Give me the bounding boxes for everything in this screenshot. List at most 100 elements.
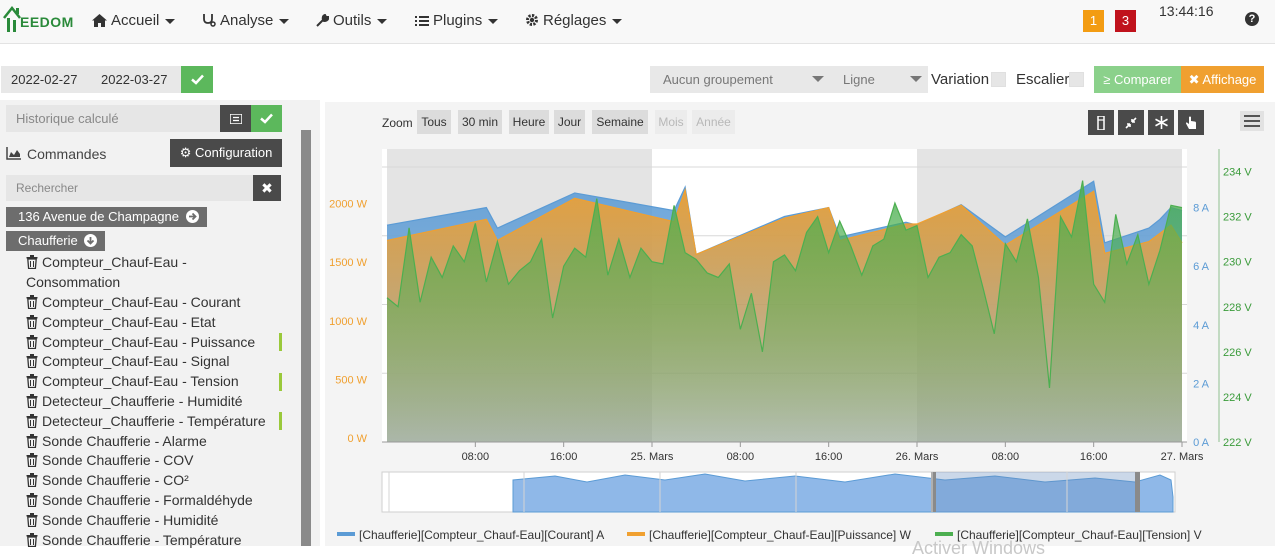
command-item[interactable]: Sonde Chaufferie - Formaldéhyde [26,490,253,510]
y-right-a-tick-label: 2 A [1193,378,1210,390]
x-tick-label: 16:00 [815,451,843,463]
commands-title-text: Commandes [27,146,107,162]
command-item[interactable]: Compteur_Chauf-Eau - Tension [26,371,239,391]
command-label: Compteur_Chauf-Eau - [42,254,187,270]
trash-icon [26,394,38,409]
command-active-marker [279,333,282,351]
nav-accueil[interactable]: Accueil [92,12,176,29]
legend-tension[interactable]: [Chaufferie][Compteur_Chauf-Eau][Tension… [935,528,1202,542]
affichage-button[interactable]: ✖ Affichage [1181,66,1264,93]
x-tick-label: 08:00 [992,451,1020,463]
snowflake-button[interactable] [1148,110,1174,135]
variation-checkbox[interactable] [991,72,1006,87]
command-label: Sonde Chaufferie - Alarme [42,432,207,449]
escalier-checkbox[interactable] [1069,72,1084,87]
y-right-v-tick-label: 224 V [1223,392,1252,404]
object-tag[interactable]: 136 Avenue de Champagne [6,207,207,227]
hand-pointer-icon [1186,116,1196,129]
calc-history-input[interactable]: Historique calculé [6,105,220,132]
series-area-2 [387,180,1182,443]
zoom-button[interactable]: 30 min [458,110,502,134]
navigator-handle-left [931,472,936,512]
chart-type-select-value: Ligne [843,72,875,87]
chart-type-select[interactable]: Ligne [830,66,928,93]
zoom-button[interactable]: Jour [554,110,585,134]
command-label: Sonde Chaufferie - Température [42,531,242,548]
search-input[interactable]: Rechercher [6,175,253,201]
navigator-series [512,473,1174,513]
nav-outils[interactable]: Outils [316,12,388,29]
list-icon [229,113,242,124]
command-label-line2: Consommation [26,274,121,290]
trash-icon [26,354,38,369]
top-navbar: EEDOM Accueil Analyse Outils Plugins Rég… [0,0,1275,44]
clock: 13:44:16 [1159,3,1214,19]
calc-validate-button[interactable] [251,105,282,132]
compare-button[interactable]: ≥ Comparer [1094,66,1181,93]
sidebar-scrollbar[interactable] [301,130,311,546]
gear-icon [526,14,538,26]
command-item[interactable]: Sonde Chaufferie - CO² [26,470,189,490]
grouping-select[interactable]: Aucun groupement [650,66,830,93]
y-right-v-tick-label: 228 V [1223,302,1252,314]
chart-panel: Zoom Tous 30 min Heure Jour Semaine Mois Année [325,102,1275,558]
date-validate-button[interactable] [181,66,213,93]
trash-icon [26,374,38,389]
close-icon: ✖ [261,179,273,196]
command-active-marker [279,412,282,431]
legend-puissance[interactable]: [Chaufferie][Compteur_Chauf-Eau][Puissan… [627,528,911,542]
nav-outils-label: Outils [333,12,372,29]
y-right-v-tick-label: 232 V [1223,212,1252,224]
x-tick-label: 25. Mars [631,451,674,463]
alert-badge[interactable]: 3 [1115,10,1136,32]
trash-icon [26,512,38,527]
pointer-button[interactable] [1178,110,1204,135]
command-label: Compteur_Chauf-Eau - Etat [42,313,216,330]
date-end-input[interactable]: 2022-03-27 [91,66,181,93]
command-item[interactable]: Compteur_Chauf-Eau - Puissance [26,332,255,352]
clear-search-button[interactable]: ✖ [253,175,281,201]
zoom-button: Mois [655,110,687,134]
command-item[interactable]: Compteur_Chauf-Eau - Etat [26,312,216,332]
calc-list-button[interactable] [220,105,251,132]
command-item[interactable]: Compteur_Chauf-Eau - Signal [26,351,230,371]
command-item[interactable]: Sonde Chaufferie - Température [26,530,242,550]
nav-plugins[interactable]: Plugins [415,12,499,29]
configuration-button[interactable]: ⚙ Configuration [170,139,282,167]
y-left-tick-label: 0 W [347,433,367,445]
command-label: Sonde Chaufferie - Humidité [42,511,219,528]
trash-icon [26,433,38,448]
command-item[interactable]: Detecteur_Chaufferie - Température [26,411,266,431]
command-label: Sonde Chaufferie - COV [42,452,194,469]
zoom-button[interactable]: Tous [417,110,451,134]
notification-badge[interactable]: 1 [1083,10,1104,32]
history-chart[interactable]: 08:00 16:00 25. Mars 08:00 16:00 26. Mars 08:0… [325,102,1275,546]
close-icon: ✖ [1188,72,1200,87]
zoom-button: Année [692,110,735,134]
stethoscope-icon [203,14,216,27]
compress-button[interactable] [1118,110,1144,135]
help-icon[interactable]: ? [1245,12,1259,26]
jeedom-logo[interactable] [2,4,74,36]
snowflake-icon [1154,116,1168,129]
group-tag[interactable]: Chaufferie [6,231,106,251]
affichage-label: Affichage [1202,72,1257,87]
date-start-input[interactable]: 2022-02-27 [1,66,91,93]
configuration-label: Configuration [194,145,273,160]
command-item[interactable]: Compteur_Chauf-Eau - Consommation [26,252,187,292]
command-label: Compteur_Chauf-Eau - Courant [42,294,241,310]
zoom-button[interactable]: Semaine [592,110,648,134]
legend-courant[interactable]: [Chaufferie][Compteur_Chauf-Eau][Courant… [337,528,604,542]
command-item[interactable]: Sonde Chaufferie - COV [26,450,194,470]
command-item[interactable]: Sonde Chaufferie - Alarme [26,431,207,451]
nav-analyse[interactable]: Analyse [202,12,290,29]
table-view-button[interactable] [1088,110,1114,135]
gears-icon: ⚙ [179,145,192,160]
nav-reglages[interactable]: Réglages [525,12,623,29]
logo-text: EEDOM [20,14,74,30]
command-item[interactable]: Compteur_Chauf-Eau - Courant [26,292,240,312]
command-item[interactable]: Detecteur_Chaufferie - Humidité [26,391,243,411]
chart-menu-button[interactable] [1240,111,1264,131]
zoom-button[interactable]: Heure [509,110,549,134]
command-item[interactable]: Sonde Chaufferie - Humidité [26,510,218,530]
